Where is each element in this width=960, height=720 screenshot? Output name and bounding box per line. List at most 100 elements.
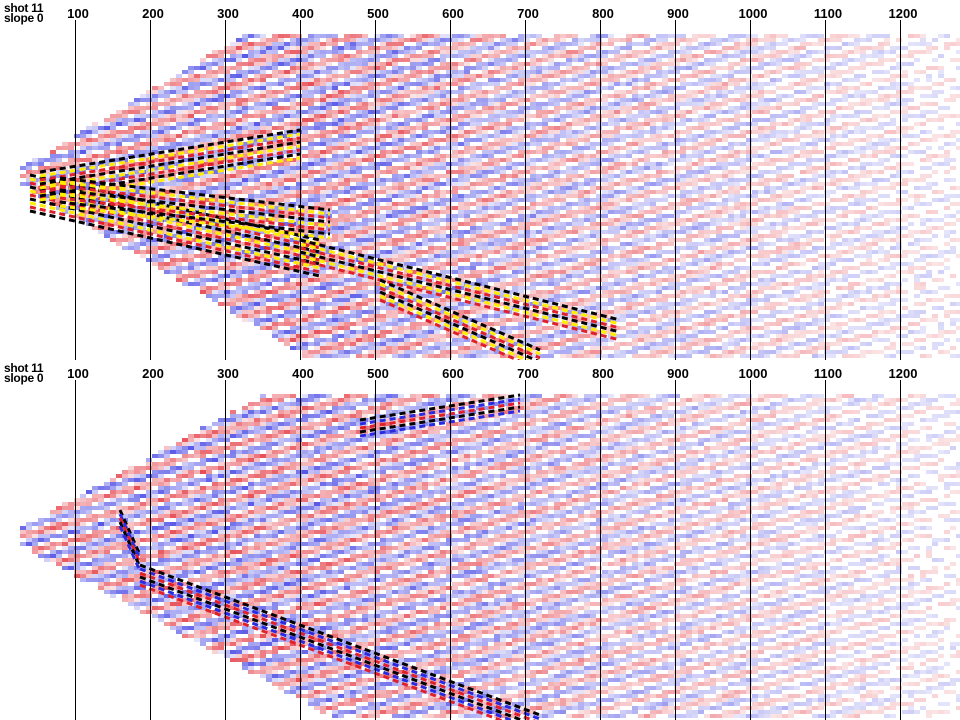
seismic-sample bbox=[398, 178, 404, 182]
seismic-sample bbox=[506, 42, 512, 46]
seismic-sample bbox=[488, 302, 494, 306]
seismic-sample bbox=[494, 162, 500, 166]
seismic-sample bbox=[368, 226, 374, 230]
seismic-sample bbox=[260, 46, 266, 50]
seismic-sample bbox=[368, 310, 374, 314]
seismic-sample bbox=[440, 146, 446, 150]
seismic-sample bbox=[506, 182, 512, 186]
seismic-sample bbox=[410, 138, 416, 142]
seismic-sample bbox=[404, 302, 410, 306]
seismic-sample bbox=[308, 114, 314, 118]
seismic-sample bbox=[356, 350, 362, 354]
seismic-sample bbox=[242, 42, 248, 46]
seismic-sample bbox=[200, 142, 206, 146]
seismic-sample bbox=[410, 238, 416, 242]
seismic-sample bbox=[236, 170, 242, 174]
seismic-sample bbox=[344, 78, 350, 82]
seismic-sample bbox=[410, 58, 416, 62]
seismic-sample bbox=[302, 338, 308, 342]
seismic-sample bbox=[236, 274, 242, 278]
seismic-sample bbox=[530, 174, 536, 178]
seismic-sample bbox=[296, 162, 302, 166]
seismic-sample bbox=[458, 338, 464, 342]
seismic-sample bbox=[452, 266, 458, 270]
seismic-sample bbox=[548, 182, 554, 186]
seismic-sample bbox=[524, 230, 530, 234]
seismic-sample bbox=[446, 298, 452, 302]
seismic-sample bbox=[398, 150, 404, 154]
seismic-sample bbox=[482, 106, 488, 110]
seismic-sample bbox=[122, 162, 128, 166]
seismic-sample bbox=[452, 114, 458, 118]
seismic-sample bbox=[386, 258, 392, 262]
seismic-sample bbox=[290, 214, 296, 218]
seismic-sample bbox=[248, 134, 254, 138]
seismic-sample bbox=[182, 186, 188, 190]
seismic-sample bbox=[248, 98, 254, 102]
seismic-sample bbox=[434, 110, 440, 114]
seismic-sample bbox=[188, 262, 194, 266]
seismic-sample bbox=[416, 242, 422, 246]
seismic-sample bbox=[524, 182, 530, 186]
seismic-sample bbox=[470, 290, 476, 294]
seismic-sample bbox=[350, 166, 356, 170]
seismic-sample bbox=[314, 338, 320, 342]
seismic-sample bbox=[122, 238, 128, 242]
seismic-sample bbox=[494, 266, 500, 270]
seismic-sample bbox=[410, 286, 416, 290]
seismic-sample bbox=[74, 166, 80, 170]
seismic-sample bbox=[62, 162, 68, 166]
seismic-sample bbox=[494, 166, 500, 170]
seismic-sample bbox=[290, 142, 296, 146]
seismic-sample bbox=[152, 222, 158, 226]
seismic-sample bbox=[506, 318, 512, 322]
seismic-sample bbox=[452, 214, 458, 218]
seismic-sample bbox=[344, 74, 350, 78]
seismic-sample bbox=[572, 146, 578, 150]
seismic-sample bbox=[56, 182, 62, 186]
seismic-sample bbox=[224, 194, 230, 198]
seismic-sample bbox=[356, 74, 362, 78]
seismic-sample bbox=[296, 310, 302, 314]
seismic-sample bbox=[344, 230, 350, 234]
seismic-sample bbox=[392, 70, 398, 74]
seismic-sample bbox=[242, 142, 248, 146]
seismic-sample bbox=[554, 166, 560, 170]
seismic-sample bbox=[434, 190, 440, 194]
seismic-sample bbox=[62, 142, 68, 146]
seismic-sample bbox=[128, 102, 134, 106]
seismic-sample bbox=[464, 162, 470, 166]
seismic-sample bbox=[356, 342, 362, 346]
seismic-sample bbox=[212, 138, 218, 142]
seismic-sample bbox=[374, 166, 380, 170]
seismic-sample bbox=[236, 94, 242, 98]
seismic-sample bbox=[314, 62, 320, 66]
seismic-sample bbox=[152, 138, 158, 142]
seismic-sample bbox=[410, 70, 416, 74]
seismic-sample bbox=[236, 66, 242, 70]
seismic-sample bbox=[386, 230, 392, 234]
seismic-sample bbox=[218, 282, 224, 286]
seismic-sample bbox=[374, 202, 380, 206]
seismic-sample bbox=[128, 118, 134, 122]
seismic-sample bbox=[374, 334, 380, 338]
seismic-sample bbox=[272, 102, 278, 106]
seismic-sample bbox=[572, 286, 578, 290]
seismic-sample bbox=[572, 194, 578, 198]
seismic-sample bbox=[410, 202, 416, 206]
seismic-sample bbox=[374, 86, 380, 90]
seismic-sample bbox=[392, 90, 398, 94]
seismic-sample bbox=[164, 158, 170, 162]
seismic-sample bbox=[464, 46, 470, 50]
seismic-sample bbox=[290, 334, 296, 338]
seismic-sample bbox=[254, 318, 260, 322]
seismic-sample bbox=[296, 202, 302, 206]
seismic-sample bbox=[518, 270, 524, 274]
seismic-sample bbox=[368, 306, 374, 310]
seismic-sample bbox=[440, 322, 446, 326]
seismic-sample bbox=[368, 190, 374, 194]
seismic-sample bbox=[350, 78, 356, 82]
seismic-sample bbox=[332, 318, 338, 322]
seismic-sample bbox=[410, 130, 416, 134]
seismic-sample bbox=[194, 118, 200, 122]
